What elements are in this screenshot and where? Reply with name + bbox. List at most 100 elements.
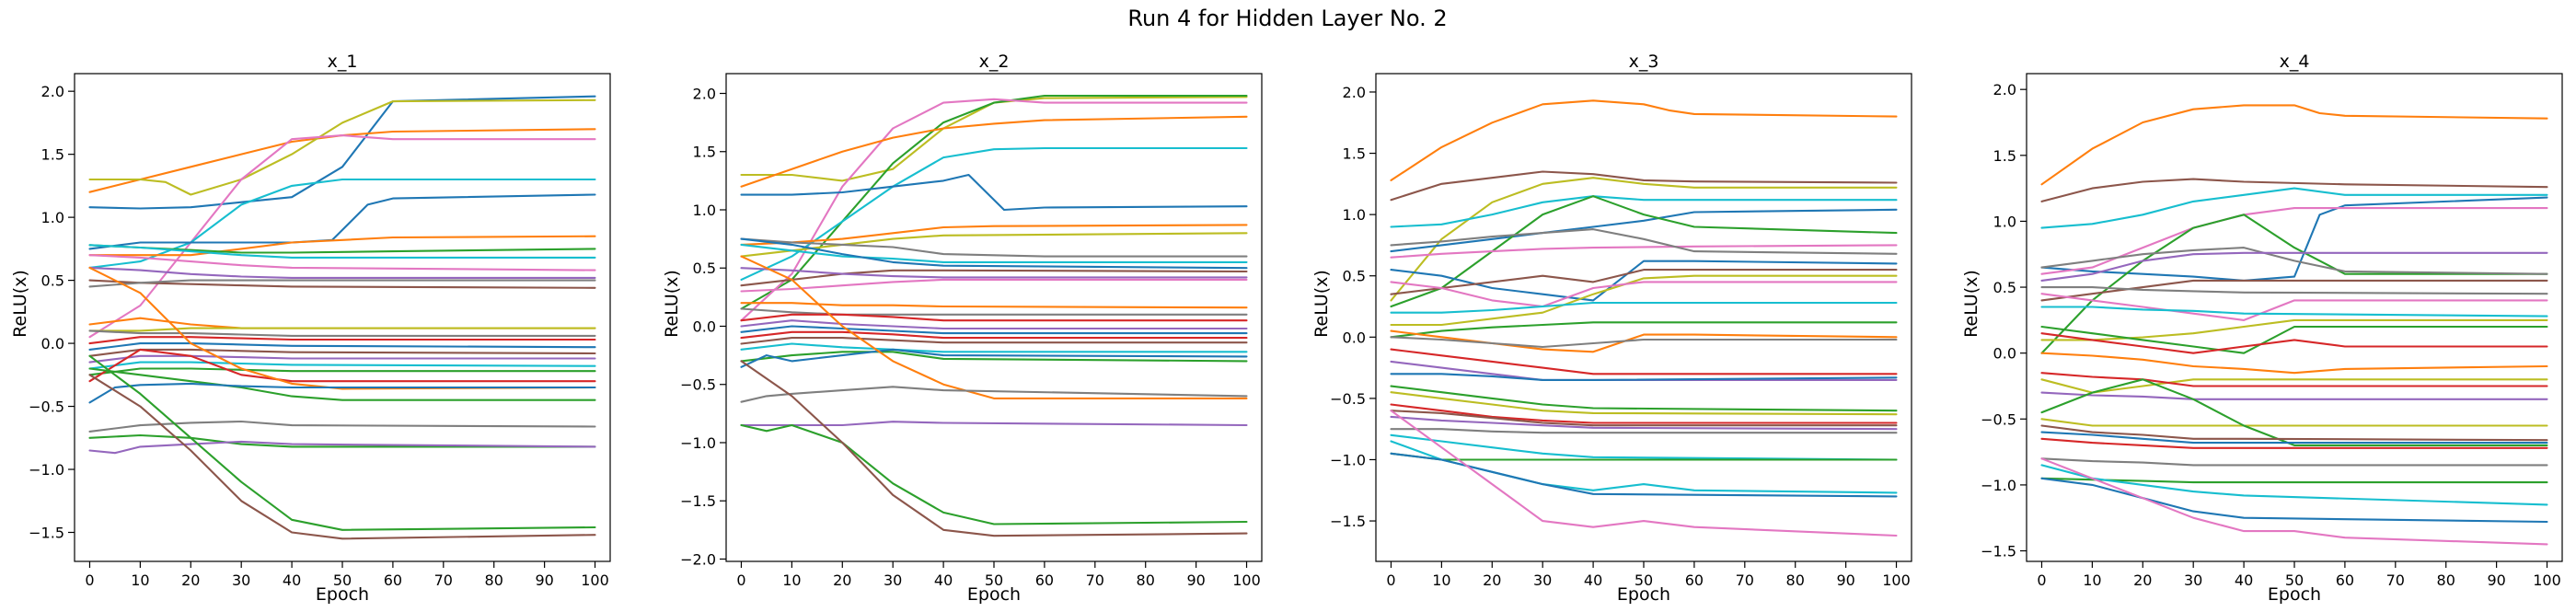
x-tick-label: 0 [85,572,94,589]
series-line-25 [88,367,596,401]
series-line-12 [2040,306,2548,318]
series-line-19 [2040,391,2548,400]
series-line-6 [1390,195,1898,308]
series-line-8 [740,232,1248,258]
series-line-3 [2040,187,2548,229]
series-line-28 [88,433,596,448]
series-line-16 [1390,336,1898,349]
series-line-1 [2040,104,2548,186]
y-tick-label: −1.0 [680,434,716,452]
y-tick-label: 0.5 [693,260,716,277]
series-line-30 [88,354,596,531]
series-line-4 [88,134,596,339]
series-line-4 [1390,195,1898,228]
series-line-22 [740,342,1248,353]
x-tick-label: 70 [1086,572,1104,589]
y-tick-label: −0.5 [29,398,64,416]
x-tick-label: 60 [2336,572,2354,589]
x-axis-label: Epoch [316,584,369,605]
series-line-31 [88,374,596,540]
y-tick-label: −1.5 [680,492,716,510]
series-line-1 [88,95,596,210]
series-line-11 [2040,293,2548,321]
series-line-17 [740,313,1248,322]
series-line-19 [740,325,1248,335]
y-tick-label: 2.0 [1343,84,1366,101]
y-tick-label: 0.0 [693,318,716,335]
y-tick-label: 0.5 [1343,268,1366,285]
y-tick-label: −1.0 [1981,477,2016,494]
series-line-24 [88,266,596,390]
series-line-15 [2040,332,2548,354]
y-axis-label: ReLU(x) [10,270,30,338]
y-tick-label: −0.5 [680,376,716,394]
subplot-title: x_2 [979,52,1010,72]
series-line-18 [2040,372,2548,387]
series-line-21 [88,361,596,370]
series-line-19 [1390,373,1898,381]
series-line-29 [740,360,1248,537]
x-tick-label: 90 [535,572,553,589]
x-tick-label: 60 [1035,572,1054,589]
subplot-x3: x_3 Epoch ReLU(x) 0 10 20 30 40 50 60 70 80 90 100… [1311,52,1912,605]
x-tick-label: 50 [985,572,1003,589]
x-axis-label: Epoch [967,584,1021,605]
series-line-10 [2040,286,2548,295]
series-line-25 [1390,428,1898,434]
series-line-1 [1390,99,1898,181]
series-line-2 [740,94,1248,310]
series-line-17 [1390,348,1898,375]
series-line-12 [88,279,596,289]
x-tick-label: 20 [2133,572,2152,589]
y-tick-label: 0.5 [41,272,64,290]
series-line-3 [1390,177,1898,302]
x-tick-label: 30 [2184,572,2202,589]
x-tick-label: 100 [1232,572,1261,589]
x-tick-label: 60 [384,572,402,589]
series-line-2 [2040,178,2548,202]
subplot-x4: x_4 Epoch ReLU(x) 0 10 20 30 40 50 60 70 80 90 100… [1961,52,2563,605]
series-line-20 [740,330,1248,340]
series-line-11 [740,237,1248,270]
series-line-27 [88,420,596,433]
series-line-25 [2040,457,2548,467]
x-tick-label: 40 [934,572,953,589]
series-line-17 [88,336,596,345]
x-tick-label: 20 [833,572,851,589]
x-tick-label: 10 [131,572,149,589]
y-tick-label: −2.0 [680,550,716,568]
series-line-16 [740,307,1248,316]
series-line-21 [1390,391,1898,416]
series-line-18 [88,342,596,351]
y-tick-label: 0.0 [1993,345,2016,363]
y-tick-label: 1.5 [41,146,64,164]
x-tick-label: 90 [1836,572,1854,589]
series-line-22 [1390,403,1898,424]
x-tick-label: 50 [2285,572,2304,589]
series-line-28 [740,423,1248,525]
series-line-12 [1390,281,1898,308]
series-line-24 [1390,415,1898,431]
x-tick-label: 80 [1137,572,1155,589]
series-line-18 [740,319,1248,330]
x-tick-label: 10 [782,572,801,589]
series-line-26 [88,382,596,404]
y-tick-label: 0.5 [1993,279,2016,296]
y-axis-label: ReLU(x) [1311,270,1332,338]
x-tick-label: 90 [1186,572,1205,589]
series-line-20 [1390,385,1898,412]
y-tick-label: 0.0 [1343,329,1366,346]
y-tick-label: 1.5 [1343,145,1366,163]
series-line-29 [88,440,596,455]
y-tick-label: −1.5 [1330,513,1366,530]
y-tick-label: 1.0 [1343,206,1366,224]
series-line-13 [2040,318,2548,341]
x-tick-label: 10 [1432,572,1450,589]
x-tick-label: 50 [333,572,352,589]
subplot-x2: x_2 Epoch ReLU(x) 0 10 20 30 40 50 60 70 80 90 100… [662,52,1263,605]
x-tick-label: 70 [434,572,453,589]
series-line-28 [2040,477,2548,524]
y-tick-label: 1.0 [1993,213,2016,230]
series-line-27 [740,421,1248,427]
